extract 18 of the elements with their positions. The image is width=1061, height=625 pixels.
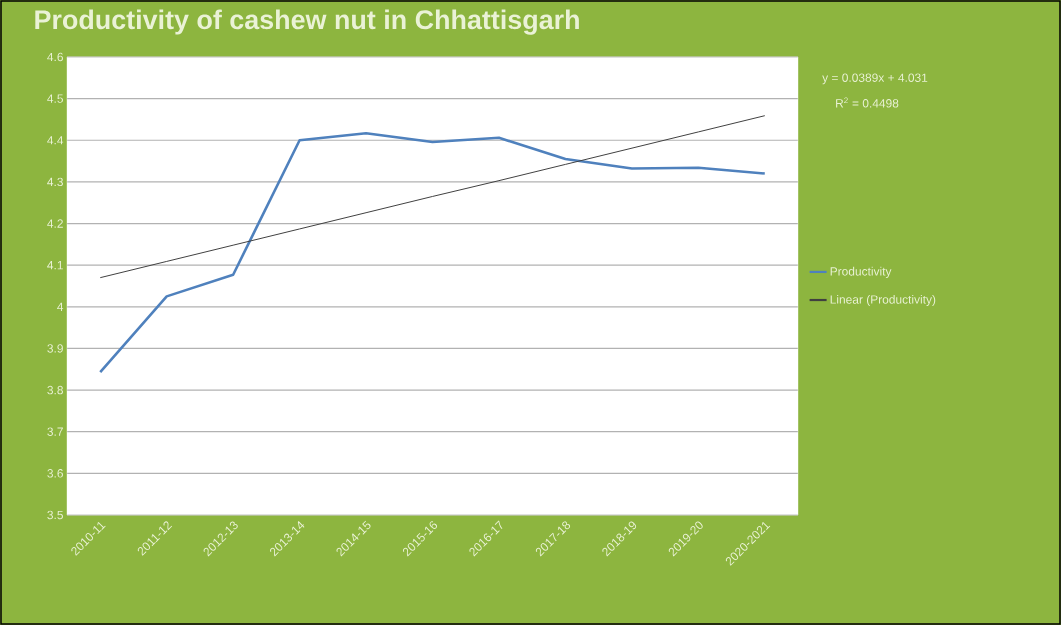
y-tick-label: 3.8 xyxy=(47,385,63,395)
y-tick-label: 3.7 xyxy=(47,427,63,436)
y-tick-label: 4.4 xyxy=(47,136,64,145)
y-tick-label: 3.5 xyxy=(47,510,63,520)
y-tick-label: 4.3 xyxy=(47,177,63,187)
y-tick-label: 4.6 xyxy=(47,52,63,62)
legend-label: Linear (Productivity) xyxy=(830,294,936,307)
y-tick-label: 3.9 xyxy=(47,344,63,353)
y-tick-label: 4 xyxy=(57,302,64,311)
line-series xyxy=(98,131,767,374)
y-tick-label: 4.1 xyxy=(47,261,63,270)
y-tick-label: 4.2 xyxy=(47,219,63,228)
chart-title: Productivity of cashew nut in Chhattisgarh xyxy=(35,9,579,35)
y-tick-label: 3.6 xyxy=(47,469,63,478)
text: R$^{2}$ = 0.4498 xyxy=(836,97,899,108)
y-tick-label: 4.5 xyxy=(47,94,63,103)
legend-label: Productivity xyxy=(830,266,892,279)
text: y = 0.0389x + 4.031 xyxy=(822,73,928,85)
